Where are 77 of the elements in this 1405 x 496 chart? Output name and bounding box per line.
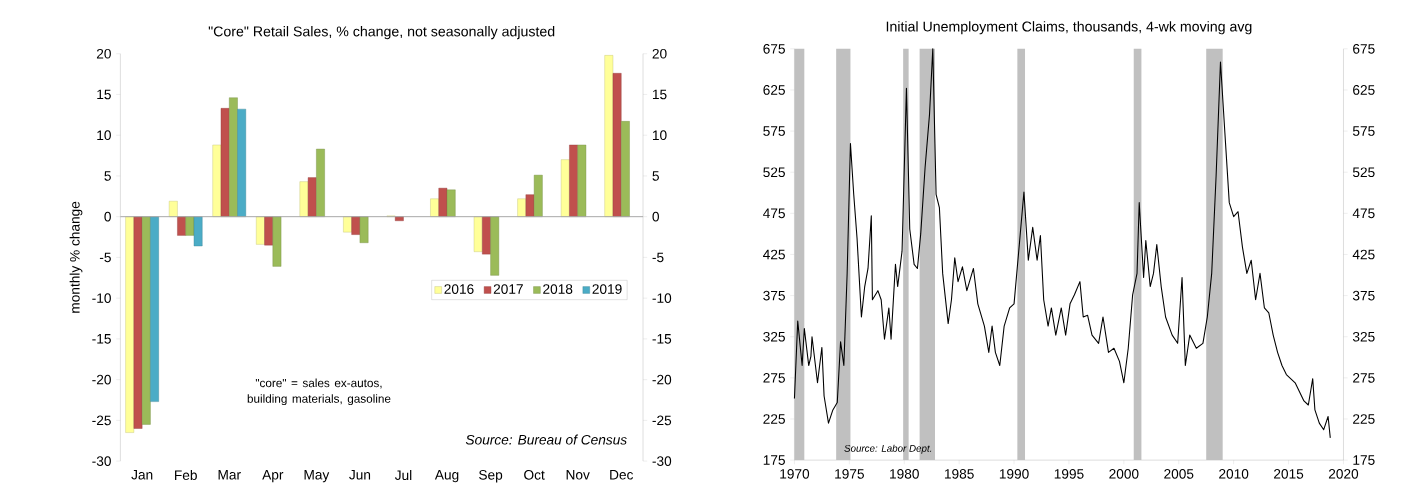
x-tick-label: Oct [524, 469, 545, 480]
y-tick-label: 225 [763, 414, 785, 424]
y2-tick-label: 15 [652, 89, 667, 100]
y-tick-label: 20 [96, 48, 111, 59]
y2-tick-label: 225 [1353, 414, 1375, 424]
y-tick-label: -10 [92, 293, 111, 303]
x-tick-label: 2020 [1328, 468, 1359, 479]
x-tick-label: 1980 [890, 468, 919, 479]
y2-tick-label: -30 [652, 456, 672, 466]
x-tick-label: Dec [610, 469, 634, 480]
y2-tick-label: 575 [1352, 126, 1375, 136]
legend-label: 2017 [493, 284, 523, 294]
y2-tick-label: -10 [652, 293, 672, 303]
x-tick-label: Jun [349, 469, 371, 480]
x-tick-label: Apr [262, 469, 284, 483]
y-tick-label: 0 [104, 211, 111, 222]
x-tick-label: Jan [131, 469, 153, 480]
annotation: Source: Labor Dept. [844, 444, 932, 454]
x-tick-label: May [304, 469, 330, 483]
y2-tick-label: -15 [652, 334, 672, 344]
y2-tick-label: -5 [652, 252, 664, 263]
y-tick-label: 325 [763, 331, 785, 342]
y-tick-label: -5 [99, 252, 111, 263]
x-tick-label: Jul [394, 469, 412, 480]
x-tick-label: 2015 [1274, 468, 1304, 479]
y2-tick-label: 525 [1352, 167, 1375, 177]
y-tick-label: 275 [763, 372, 785, 383]
x-tick-label: Aug [434, 469, 459, 483]
annotation: Source: Bureau of Census [465, 434, 627, 445]
x-tick-label: 2000 [1109, 468, 1139, 479]
chart-title: "Core" Retail Sales, % change, not seasonally adjusted [208, 25, 555, 40]
y-axis-title: monthly % change [69, 201, 83, 313]
y2-tick-label: 275 [1353, 372, 1375, 383]
x-tick-label: 1995 [1054, 468, 1084, 479]
y2-tick-label: -25 [652, 415, 672, 426]
y2-tick-label: 175 [1353, 455, 1375, 465]
chart-title: Initial Unemployment Claims, thousands, 4-wk moving avg [886, 21, 1252, 35]
x-tick-label: Nov [566, 469, 590, 480]
y2-tick-label: 10 [652, 130, 667, 140]
y2-tick-label: -20 [652, 374, 672, 385]
x-tick-label: Mar [218, 469, 241, 480]
y-tick-label: 15 [97, 89, 111, 100]
y2-tick-label: 625 [1353, 85, 1375, 95]
legend-label: 2018 [543, 284, 573, 294]
y2-tick-label: 0 [652, 211, 659, 222]
y-tick-label: 175 [763, 455, 785, 465]
y-tick-label: -15 [92, 334, 111, 344]
y-tick-label: 475 [763, 208, 785, 218]
x-tick-label: 1970 [780, 468, 810, 479]
y2-tick-label: 5 [652, 171, 659, 181]
y-tick-label: 375 [763, 290, 785, 301]
y-tick-label: -20 [92, 374, 111, 385]
y-tick-label: 5 [104, 171, 111, 181]
x-tick-label: 1985 [944, 468, 974, 479]
y2-tick-label: 475 [1352, 208, 1375, 218]
y-tick-label: -30 [92, 456, 111, 466]
y-tick-label: 10 [97, 130, 111, 140]
y2-tick-label: 20 [652, 48, 667, 59]
annotation: "core" = sales ex-autos, building materials, gasoline [247, 378, 391, 405]
x-tick-label: Feb [175, 469, 197, 480]
y-tick-label: 625 [763, 85, 785, 95]
x-tick-label: 1990 [999, 468, 1029, 479]
y2-tick-label: 325 [1352, 331, 1375, 342]
y-tick-label: 525 [763, 167, 785, 177]
y-tick-label: -25 [92, 415, 111, 426]
x-tick-label: 2010 [1219, 468, 1249, 479]
y2-tick-label: 425 [1352, 249, 1375, 260]
legend-label: 2016 [444, 284, 474, 294]
x-tick-label: 2005 [1164, 468, 1194, 479]
y-tick-label: 575 [763, 126, 785, 136]
x-tick-label: Sep [479, 469, 503, 483]
y2-tick-label: 675 [1353, 43, 1375, 54]
y-tick-label: 675 [763, 43, 785, 54]
x-tick-label: 1975 [835, 468, 864, 479]
legend-label: 2019 [592, 284, 622, 294]
y-tick-label: 425 [763, 249, 785, 260]
y2-tick-label: 375 [1352, 290, 1375, 301]
